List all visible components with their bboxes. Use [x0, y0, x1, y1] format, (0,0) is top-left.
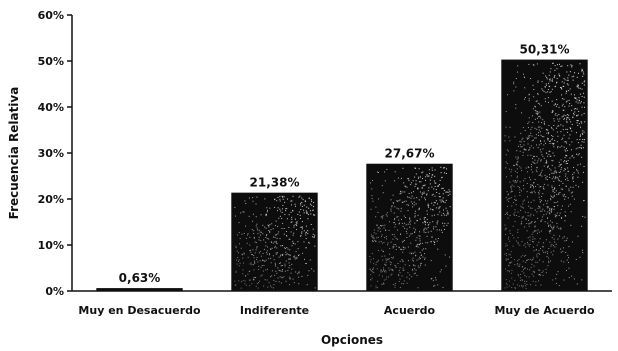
data-labels: 0,63% 21,38% 27,67% 50,31%: [119, 43, 570, 286]
bar-texture: [234, 195, 316, 289]
bar-texture: [369, 166, 451, 289]
data-label: 21,38%: [250, 176, 300, 190]
bar-texture: [504, 62, 586, 289]
y-tick-label: 0%: [45, 285, 64, 298]
y-tick-label: 50%: [38, 55, 64, 68]
y-axis-ticks: 0% 10% 20% 30% 40% 50% 60%: [38, 9, 72, 298]
x-category-label: Indiferente: [240, 304, 309, 317]
y-tick-label: 20%: [38, 193, 64, 206]
x-axis-title: Opciones: [321, 333, 383, 347]
y-axis-title: Frecuencia Relativa: [7, 87, 21, 220]
data-label: 27,67%: [385, 147, 435, 161]
bar: [501, 59, 588, 291]
y-tick-label: 40%: [38, 101, 64, 114]
x-axis-categories: Muy en Desacuerdo Indiferente Acuerdo Muy d…: [78, 304, 595, 317]
x-category-label: Muy de Acuerdo: [494, 304, 595, 317]
y-tick-label: 10%: [38, 239, 64, 252]
x-category-label: Muy en Desacuerdo: [78, 304, 201, 317]
bars: [96, 59, 588, 291]
data-label: 0,63%: [119, 271, 161, 285]
y-tick-label: 60%: [38, 9, 64, 22]
data-label: 50,31%: [520, 43, 570, 57]
bar: [96, 288, 183, 291]
y-tick-label: 30%: [38, 147, 64, 160]
x-category-label: Acuerdo: [384, 304, 436, 317]
